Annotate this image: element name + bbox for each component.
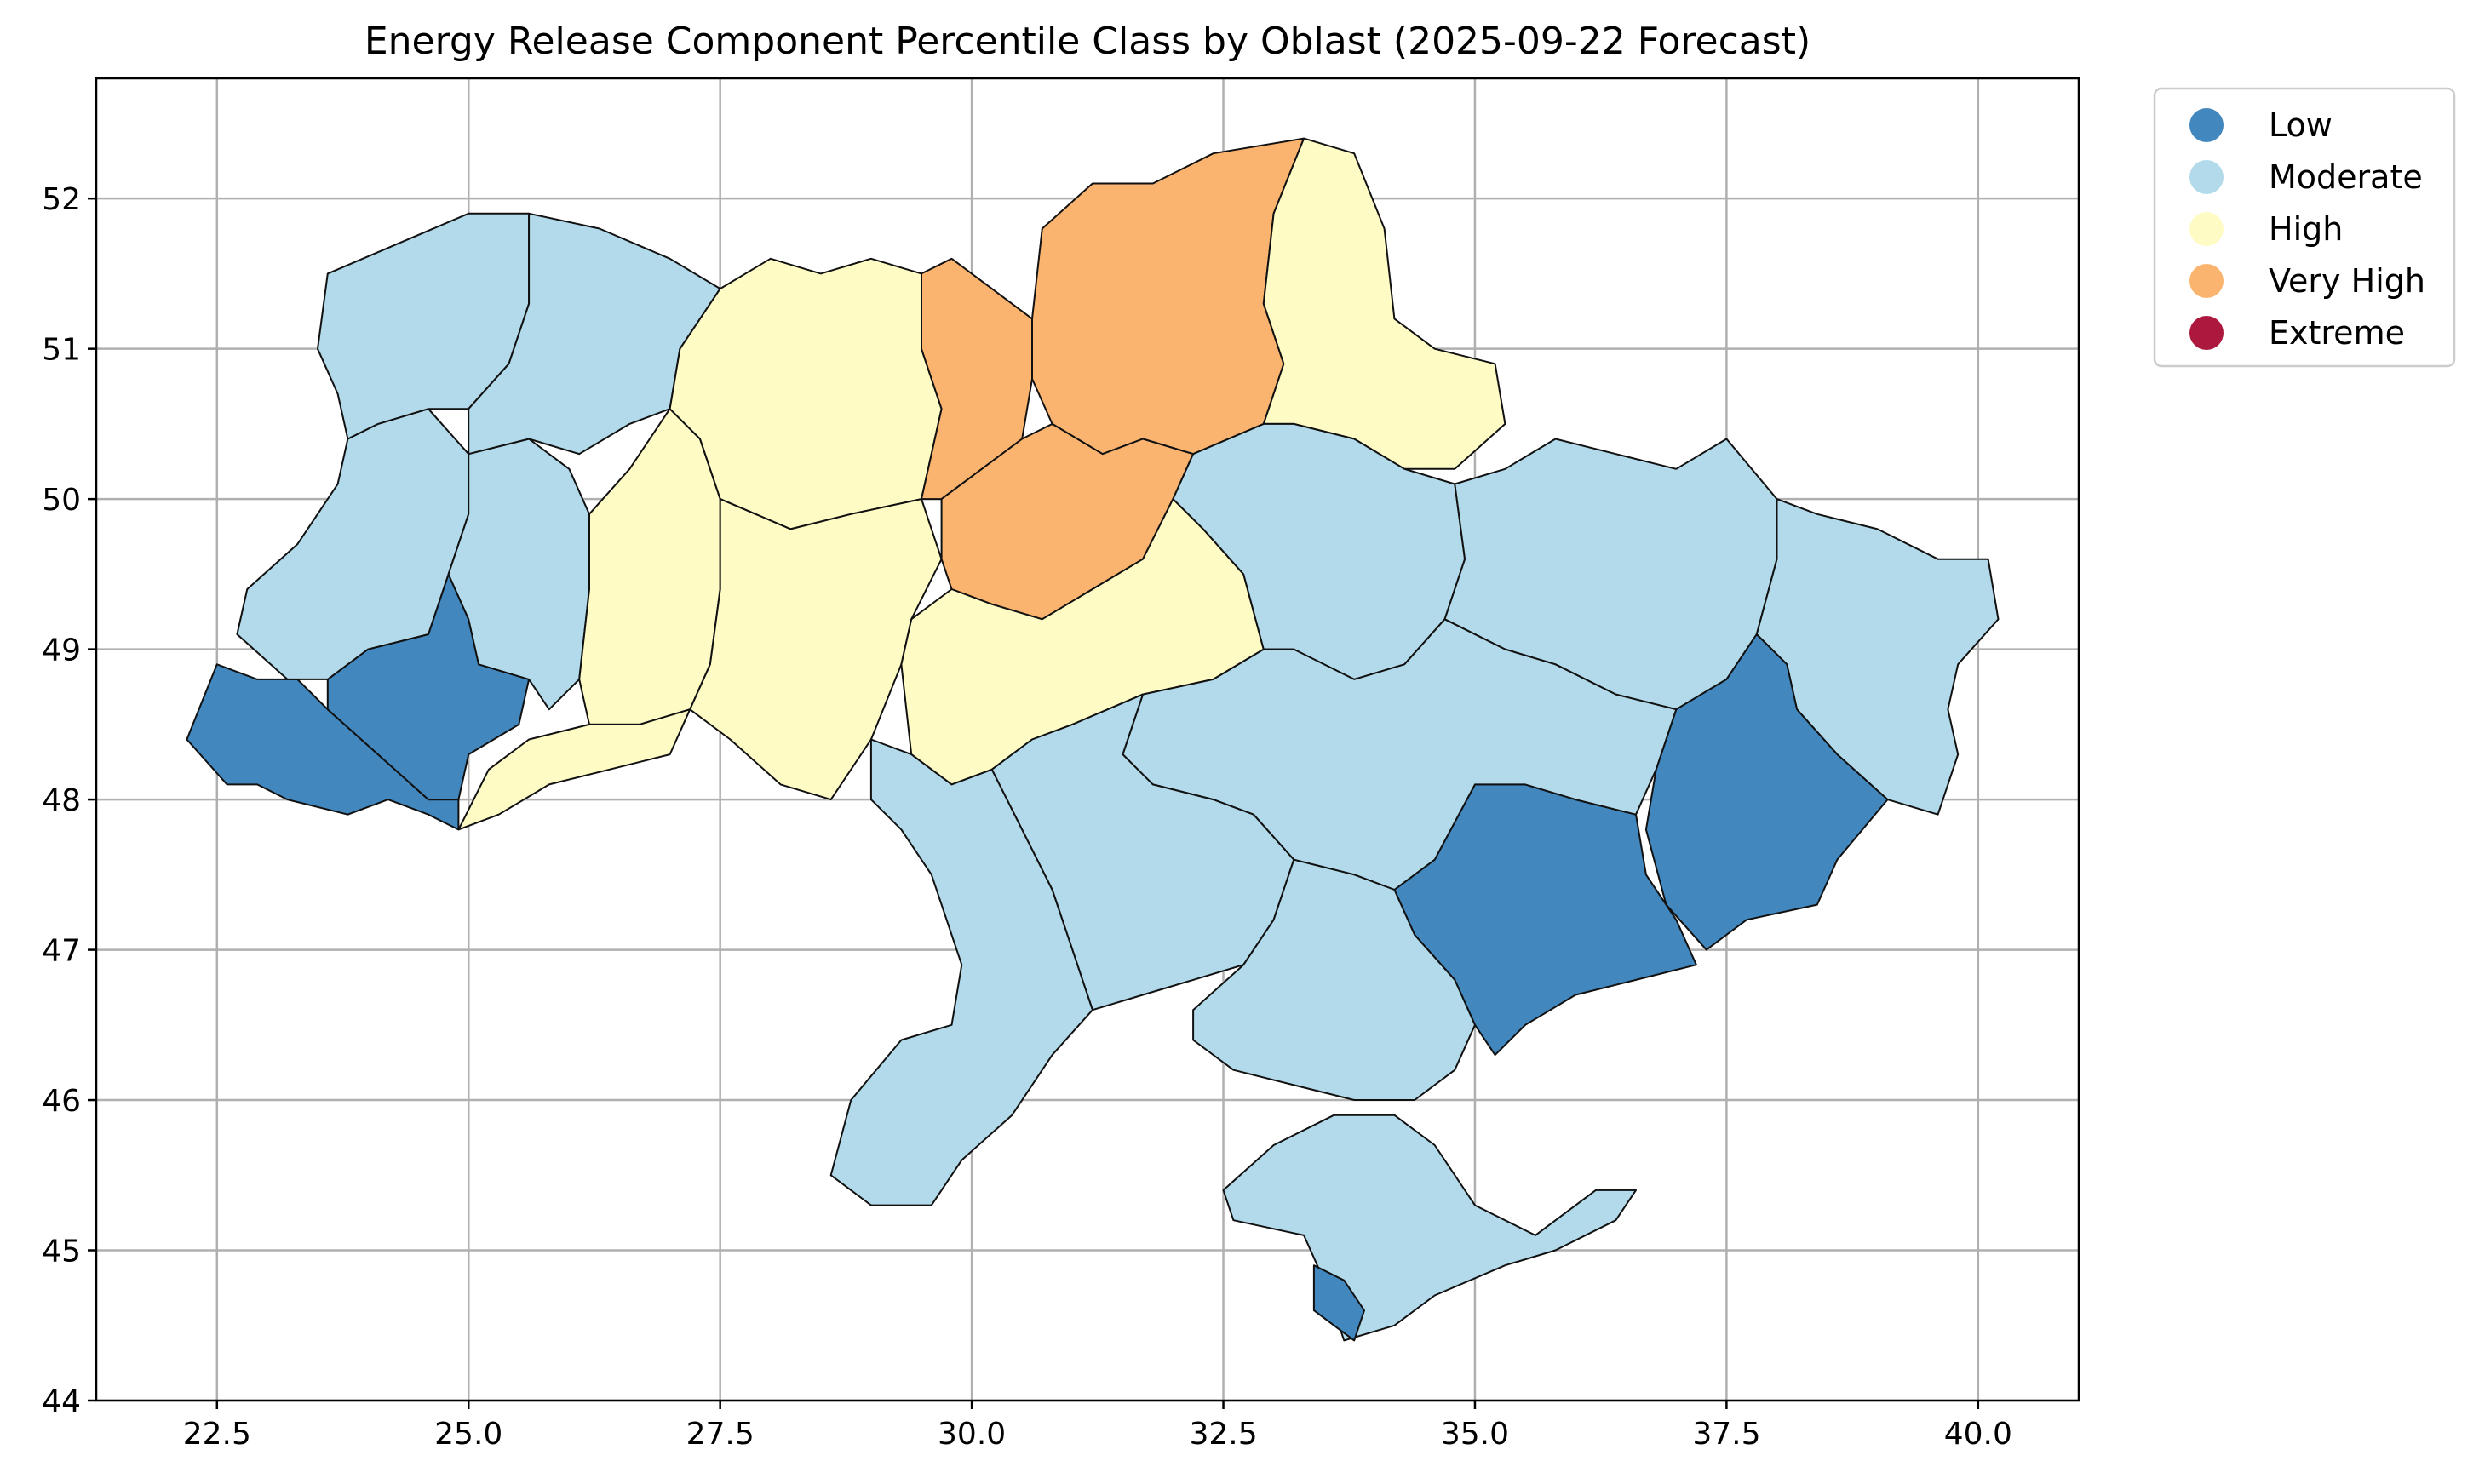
y-tick-label: 46	[42, 1084, 81, 1119]
legend-label: Extreme	[2269, 314, 2405, 352]
x-tick-label: 30.0	[938, 1417, 1006, 1452]
legend-marker	[2189, 264, 2224, 298]
oblast-region-moderate	[1222, 1114, 1637, 1342]
x-tick-label: 32.5	[1189, 1417, 1257, 1452]
legend-marker	[2189, 108, 2224, 142]
x-tick-label: 37.5	[1692, 1417, 1760, 1452]
oblast-region-moderate	[829, 738, 1093, 1206]
y-tick-label: 45	[42, 1235, 81, 1269]
oblast-regions	[186, 137, 2000, 1342]
oblast-region-high	[578, 408, 721, 725]
x-axis-ticks: 22.5 25.0 27.5 30.0 32.5 35.0 37.5 40.0	[183, 1401, 2012, 1452]
legend-label: Very High	[2269, 262, 2425, 300]
legend-marker	[2189, 212, 2224, 246]
oblast-region-low	[1644, 633, 1889, 951]
y-tick-label: 47	[42, 934, 81, 969]
x-tick-label: 35.0	[1441, 1417, 1509, 1452]
legend-frame	[2153, 87, 2456, 368]
oblast-region-very-high	[1031, 137, 1305, 456]
x-tick-label: 40.0	[1944, 1417, 2012, 1452]
oblast-region-low	[1312, 1264, 1365, 1342]
legend-label: Moderate	[2269, 158, 2423, 196]
y-tick-label: 50	[42, 483, 81, 518]
x-tick-label: 27.5	[686, 1417, 755, 1452]
legend-label: High	[2269, 210, 2343, 248]
y-tick-label: 51	[42, 333, 81, 368]
legend: Low Moderate High Very High Extreme	[2153, 87, 2456, 368]
y-tick-label: 52	[42, 182, 81, 217]
legend-label: Low	[2269, 106, 2333, 144]
plot-frame	[95, 77, 2080, 1402]
y-tick-label: 48	[42, 783, 81, 818]
oblast-region-moderate	[1192, 858, 1476, 1101]
oblast-region-low	[186, 663, 460, 831]
chart-title: Energy Release Component Percentile Clas…	[364, 20, 1810, 63]
legend-marker	[2189, 160, 2224, 194]
y-tick-label: 49	[42, 633, 81, 668]
oblast-region-high	[1262, 137, 1506, 470]
x-tick-label: 22.5	[183, 1417, 251, 1452]
x-tick-label: 25.0	[434, 1417, 502, 1452]
y-axis-ticks: 44 45 46 47 48 49 50 51 52	[42, 182, 96, 1419]
oblast-region-moderate	[468, 212, 721, 456]
legend-marker	[2189, 316, 2224, 350]
y-tick-label: 44	[42, 1384, 81, 1419]
